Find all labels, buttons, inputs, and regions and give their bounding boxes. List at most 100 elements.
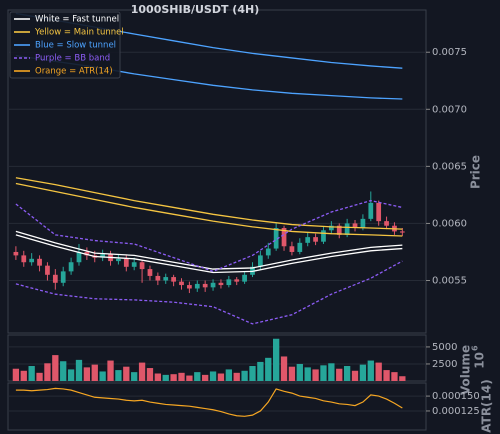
candle-body <box>218 282 224 286</box>
legend-label: Purple = BB band <box>35 54 110 64</box>
volume-bar <box>320 365 327 381</box>
band-line <box>15 260 403 325</box>
volume-bar <box>383 370 390 381</box>
volume-bar <box>52 355 59 381</box>
volume-bar <box>202 374 209 381</box>
y-tick-label: 0.0060 <box>432 218 467 229</box>
volume-bar <box>67 369 75 381</box>
volume-bar <box>115 370 122 381</box>
band-line <box>15 234 403 274</box>
candle-body <box>210 282 216 288</box>
candle-body <box>60 271 66 283</box>
volume-bar <box>257 361 264 381</box>
volume-bar <box>123 366 130 381</box>
candle-body <box>116 258 121 262</box>
candle-body <box>68 262 74 272</box>
candle-body <box>399 231 405 233</box>
volume-bar <box>225 369 232 381</box>
candle-body <box>155 275 161 281</box>
volume-bar <box>343 366 351 381</box>
candle-body <box>289 246 295 252</box>
volume-bar <box>36 372 43 381</box>
candle-body <box>194 283 200 289</box>
volume-bar <box>265 357 272 381</box>
volume-bar <box>12 368 20 381</box>
volume-bar <box>328 363 335 381</box>
volume-bar <box>280 356 288 381</box>
candle-body <box>297 242 303 252</box>
legend-label: Blue = Slow tunnel <box>35 41 116 51</box>
candle-body <box>21 255 27 263</box>
candle-body <box>147 269 153 276</box>
volume-bar <box>131 372 138 381</box>
candle-body <box>52 274 58 283</box>
candle-body <box>258 255 263 267</box>
candle-body <box>360 218 366 228</box>
candle-body <box>305 237 311 243</box>
volume-bar <box>107 360 114 381</box>
candle-body <box>123 258 129 267</box>
plot-area <box>15 387 403 417</box>
volume-bar <box>312 369 319 381</box>
candle-body <box>76 251 82 263</box>
y-tick-label: 5000 <box>432 342 457 353</box>
candle-body <box>171 277 176 282</box>
y-tick-label: 2500 <box>432 359 457 370</box>
band-line <box>15 182 403 237</box>
volume-bar <box>20 370 27 381</box>
y-tick-label: 0.000125 <box>432 406 480 417</box>
volume-bar <box>336 368 343 381</box>
offset-exponent: 6 <box>471 345 480 351</box>
offset-base: 10 <box>473 352 487 369</box>
band-line <box>15 230 403 270</box>
y-tick-label: 0.0065 <box>432 161 467 172</box>
band-line <box>15 199 403 273</box>
candle-body <box>179 281 184 286</box>
plot-area <box>12 338 406 381</box>
candle-body <box>163 277 169 281</box>
volume-bar <box>304 367 311 381</box>
volume-bar <box>60 361 67 381</box>
band-line <box>15 177 403 230</box>
volume-bar <box>233 372 240 381</box>
candle-body <box>29 258 35 263</box>
candle-body <box>13 251 19 256</box>
volume-bar <box>28 366 35 381</box>
volume-bar <box>186 375 193 381</box>
volume-bar <box>162 374 169 381</box>
volume-bar <box>194 372 201 381</box>
candle-body <box>100 254 106 258</box>
offset-text: 106 <box>471 345 487 369</box>
candle-body <box>45 265 50 275</box>
y-tick-label: 0.0070 <box>432 104 467 115</box>
y-tick-label: 0.0075 <box>432 47 467 58</box>
panel <box>7 382 427 431</box>
candle-body <box>139 262 145 270</box>
legend-label: Yellow = Main tunnel <box>34 28 124 38</box>
candle-body <box>234 279 240 282</box>
candle-body <box>376 202 382 222</box>
candle-body <box>384 221 389 226</box>
atr-line <box>15 387 403 417</box>
volume-bar <box>351 370 359 381</box>
candle-body <box>352 223 358 228</box>
volume-bar <box>249 366 256 381</box>
volume-bar <box>217 373 225 381</box>
volume-bar <box>241 370 248 381</box>
candle-body <box>328 225 334 231</box>
volume-bar <box>91 364 98 381</box>
volume-bar <box>399 376 406 381</box>
volume-bar <box>367 360 374 381</box>
volume-bar <box>359 364 367 381</box>
candle-body <box>84 251 90 256</box>
legend-label: White = Fast tunnel <box>35 15 119 25</box>
candle-body <box>265 248 271 256</box>
candle-body <box>321 230 326 242</box>
chart-title: 1000SHIB/USDT (4H) <box>131 3 259 16</box>
candle-body <box>344 223 350 235</box>
volume-bar <box>44 363 51 381</box>
legend-label: Orange = ATR(14) <box>35 67 113 77</box>
volume-bar <box>75 359 83 381</box>
candle-body <box>202 283 208 288</box>
